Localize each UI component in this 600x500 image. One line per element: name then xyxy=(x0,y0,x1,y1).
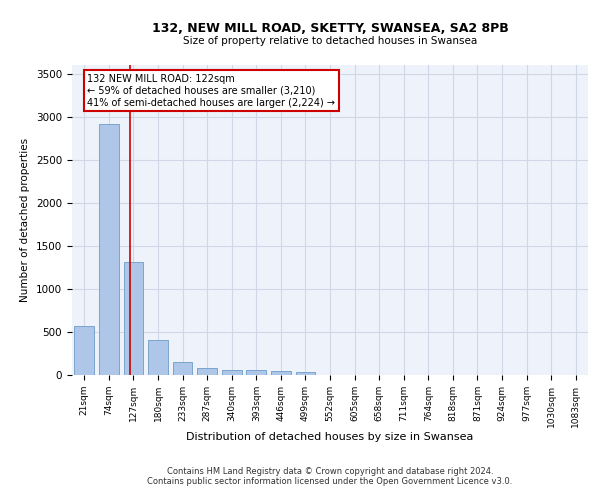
Bar xyxy=(74,326,94,375)
Text: 132, NEW MILL ROAD, SKETTY, SWANSEA, SA2 8PB: 132, NEW MILL ROAD, SKETTY, SWANSEA, SA2… xyxy=(152,22,508,36)
Bar xyxy=(124,262,143,375)
Text: 132 NEW MILL ROAD: 122sqm
← 59% of detached houses are smaller (3,210)
41% of se: 132 NEW MILL ROAD: 122sqm ← 59% of detac… xyxy=(88,74,335,108)
Bar xyxy=(99,124,119,375)
Text: Contains HM Land Registry data © Crown copyright and database right 2024.: Contains HM Land Registry data © Crown c… xyxy=(167,467,493,476)
Bar xyxy=(296,372,315,375)
Bar xyxy=(222,370,242,375)
Bar xyxy=(148,340,168,375)
Bar xyxy=(173,362,193,375)
Text: Contains public sector information licensed under the Open Government Licence v3: Contains public sector information licen… xyxy=(148,477,512,486)
Text: Size of property relative to detached houses in Swansea: Size of property relative to detached ho… xyxy=(183,36,477,46)
Bar xyxy=(271,371,290,375)
Bar xyxy=(197,368,217,375)
Bar xyxy=(247,370,266,375)
Y-axis label: Number of detached properties: Number of detached properties xyxy=(20,138,31,302)
X-axis label: Distribution of detached houses by size in Swansea: Distribution of detached houses by size … xyxy=(187,432,473,442)
